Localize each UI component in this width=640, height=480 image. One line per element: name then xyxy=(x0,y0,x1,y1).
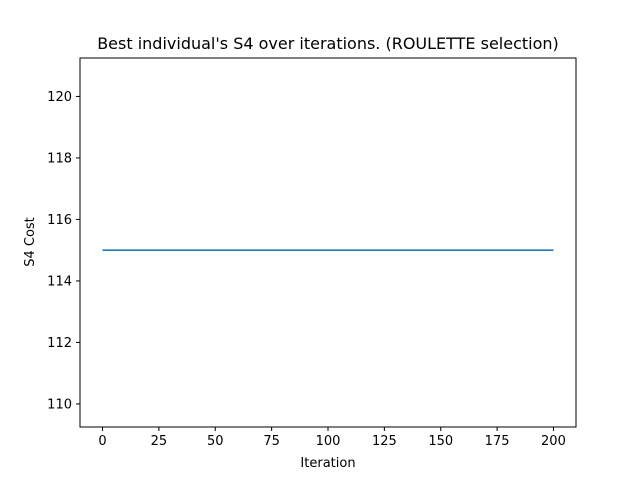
x-tick-label: 50 xyxy=(207,434,224,449)
chart-title: Best individual's S4 over iterations. (R… xyxy=(97,34,559,53)
y-tick-label: 112 xyxy=(47,336,72,351)
y-axis-ticks: 110 112 114 116 118 120 xyxy=(47,90,80,412)
plot-area-frame xyxy=(79,57,577,428)
x-axis-label: Iteration xyxy=(300,456,355,471)
x-tick-label: 150 xyxy=(428,434,453,449)
y-tick-label: 118 xyxy=(47,151,72,166)
y-axis-label: S4 Cost xyxy=(23,217,38,267)
x-tick-label: 200 xyxy=(541,434,566,449)
x-tick-label: 25 xyxy=(151,434,168,449)
x-tick-label: 0 xyxy=(98,434,106,449)
x-tick-label: 100 xyxy=(316,434,341,449)
y-tick-label: 116 xyxy=(47,213,72,228)
y-tick-label: 110 xyxy=(47,397,72,412)
x-tick-label: 125 xyxy=(372,434,397,449)
x-tick-label: 175 xyxy=(485,434,510,449)
x-tick-label: 75 xyxy=(263,434,280,449)
y-tick-label: 114 xyxy=(47,274,72,289)
x-axis-ticks: 0 25 50 75 100 125 150 175 200 xyxy=(98,427,566,449)
y-tick-label: 120 xyxy=(47,90,72,105)
